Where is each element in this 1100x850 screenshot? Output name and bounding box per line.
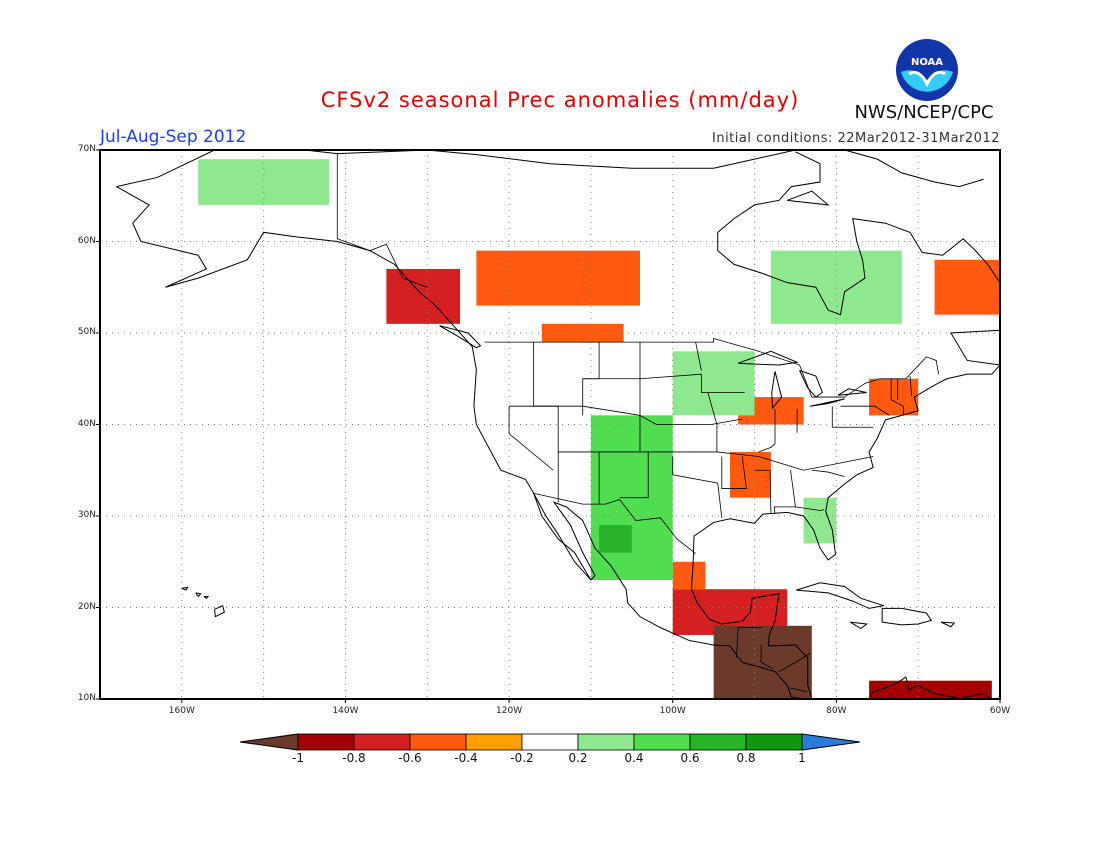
lon-label: 100W bbox=[659, 706, 686, 716]
coastline-segment bbox=[116, 149, 796, 188]
coastline-segment bbox=[214, 604, 225, 618]
colorbar-label: 0.6 bbox=[680, 751, 700, 765]
anomaly-region bbox=[672, 561, 706, 590]
border-segment bbox=[532, 492, 696, 554]
coastline-segment bbox=[940, 621, 956, 628]
coastline-segment bbox=[856, 676, 993, 700]
lat-label: 10N bbox=[77, 693, 96, 703]
border-segment bbox=[508, 406, 554, 471]
border-segment bbox=[811, 469, 845, 478]
anomaly-region bbox=[672, 351, 755, 416]
anomaly-region bbox=[541, 323, 624, 343]
lon-label: 120W bbox=[496, 706, 523, 716]
anomaly-region bbox=[869, 680, 992, 699]
agency-label: NWS/NCEP/CPC bbox=[854, 102, 994, 123]
coastline-segment bbox=[787, 190, 830, 206]
coastline-segment bbox=[893, 149, 1001, 242]
coastline-segment bbox=[195, 592, 202, 598]
coastline-segment bbox=[181, 586, 189, 591]
border-segment bbox=[795, 506, 825, 511]
colorbar-label: 0.4 bbox=[624, 751, 644, 765]
border-segment bbox=[909, 375, 913, 397]
border-segment bbox=[789, 687, 808, 693]
border-segment bbox=[840, 405, 890, 416]
border-segment bbox=[582, 373, 745, 393]
colorbar-label: 1 bbox=[798, 751, 806, 765]
coastline-segment bbox=[799, 370, 824, 398]
lon-label: 140W bbox=[332, 706, 359, 716]
lon-label: 160W bbox=[168, 706, 195, 716]
border-segment bbox=[890, 378, 904, 416]
coastline-segment bbox=[771, 371, 783, 410]
border-segment bbox=[773, 470, 796, 514]
border-segment bbox=[672, 456, 723, 518]
colorbar-label: 0.8 bbox=[736, 751, 756, 765]
coastline-segment bbox=[796, 582, 884, 609]
border-segment bbox=[582, 342, 600, 416]
chart-title: CFSv2 seasonal Prec anomalies (mm/day) bbox=[320, 88, 800, 112]
lat-label: 70N bbox=[77, 144, 96, 154]
lon-label: 60W bbox=[989, 706, 1011, 716]
coastline-segment bbox=[881, 607, 933, 626]
political-borders bbox=[336, 153, 940, 693]
lat-label: 20N bbox=[77, 601, 96, 612]
coastline-segment bbox=[203, 596, 210, 600]
colorbar-label: -0.4 bbox=[454, 751, 478, 765]
lat-label: 60N bbox=[77, 235, 96, 246]
border-segment bbox=[336, 153, 428, 288]
lon-label: 80W bbox=[826, 706, 847, 716]
border-segment bbox=[707, 392, 718, 452]
border-segment bbox=[778, 652, 811, 672]
border-segment bbox=[619, 451, 649, 499]
svg-text:NOAA: NOAA bbox=[911, 57, 943, 68]
colorbar-label: -0.6 bbox=[398, 751, 422, 765]
border-segment bbox=[695, 342, 702, 371]
anomaly-region bbox=[803, 497, 837, 544]
coastline-segment bbox=[837, 388, 867, 396]
anomaly-region bbox=[599, 525, 632, 553]
coastline-segment bbox=[691, 151, 1001, 700]
border-segment bbox=[760, 645, 774, 670]
axis-ticks bbox=[96, 149, 1001, 703]
border-segment bbox=[758, 408, 776, 453]
colorbar-label: -1 bbox=[292, 751, 304, 765]
coastline-segment bbox=[533, 492, 592, 581]
anomaly-region bbox=[869, 378, 919, 416]
anomaly-region bbox=[386, 268, 460, 324]
coastline-segment bbox=[850, 621, 868, 630]
season-label: Jul-Aug-Sep 2012 bbox=[100, 127, 247, 147]
lat-label: 50N bbox=[77, 327, 96, 337]
anomaly-region bbox=[934, 259, 1000, 315]
initial-conditions-label: Initial conditions: 22Mar2012-31Mar2012 bbox=[712, 131, 1000, 146]
noaa-logo: NOAA bbox=[896, 39, 958, 101]
border-segment bbox=[754, 469, 772, 514]
colorbar-label: -0.2 bbox=[510, 751, 534, 765]
colorbar-label: -0.8 bbox=[342, 751, 366, 765]
colorbar-label: 0.2 bbox=[568, 751, 588, 765]
border-segment bbox=[831, 406, 874, 428]
lat-label: 30N bbox=[77, 510, 96, 520]
anomaly-region bbox=[770, 250, 902, 324]
anomaly-cells bbox=[198, 159, 1000, 699]
anomaly-region bbox=[730, 451, 771, 498]
border-segment bbox=[533, 342, 874, 471]
anomaly-region bbox=[476, 250, 640, 306]
border-segment bbox=[484, 337, 940, 398]
map-gridlines bbox=[100, 150, 1000, 699]
coastline-segment bbox=[810, 398, 845, 407]
anomaly-region bbox=[713, 625, 812, 699]
border-segment bbox=[721, 456, 747, 489]
coastline-segment bbox=[439, 325, 482, 349]
lat-label: 40N bbox=[77, 418, 96, 429]
anomaly-region bbox=[198, 159, 330, 205]
border-segment bbox=[736, 627, 762, 658]
